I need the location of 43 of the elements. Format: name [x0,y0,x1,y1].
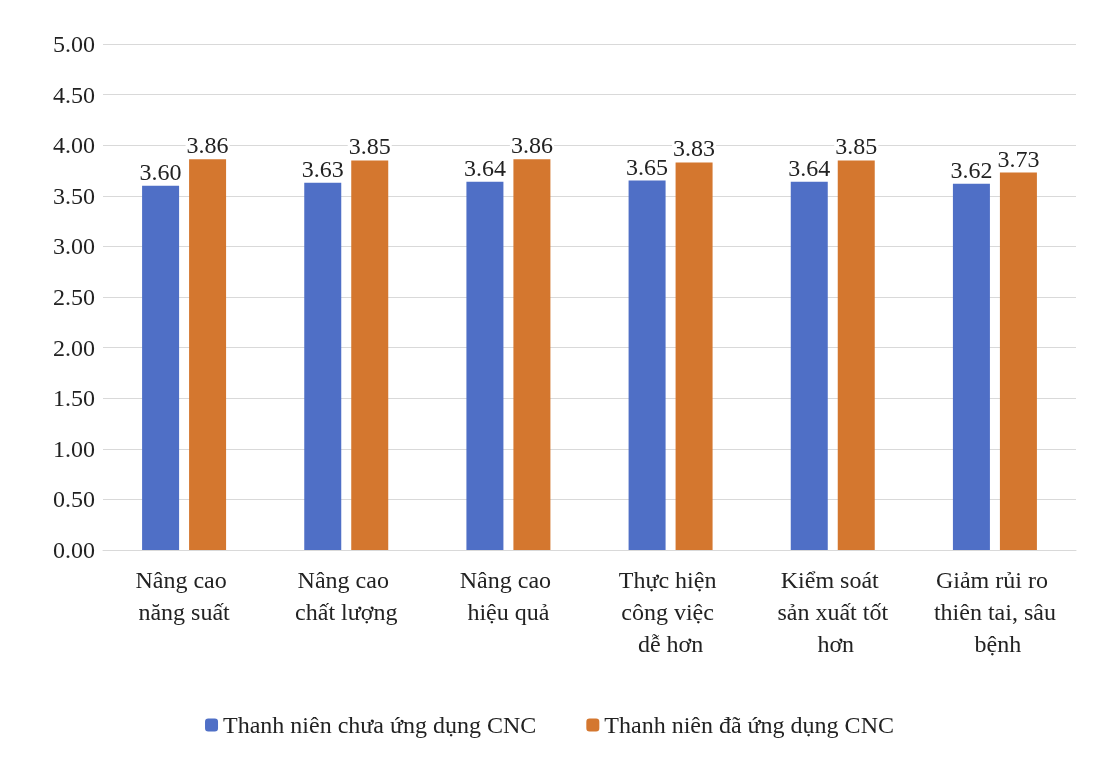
y-tick-label: 3.00 [53,233,95,260]
y-tick-label: 3.50 [53,182,95,209]
data-label: 3.85 [348,133,391,160]
data-label: 3.62 [950,156,993,183]
data-label: 3.65 [626,153,669,180]
x-tick-label: Nâng cao năng suất [135,567,233,625]
bar [142,185,180,550]
y-tick-label: 1.00 [53,435,95,462]
bar [304,182,342,550]
y-tick-label: 0.00 [53,537,95,563]
y-tick-label: 0.50 [53,486,95,513]
bar [999,172,1037,550]
data-label: 3.64 [463,154,506,181]
data-label: 3.86 [186,132,229,159]
y-tick-label: 4.00 [53,132,95,159]
y-tick-label: 5.00 [53,31,95,57]
x-tick-label: Giảm rủi ro thiên tai, sâu bệnh [933,567,1056,657]
legend-label: Thanh niên đã ứng dụng CNC [604,712,894,738]
y-tick-label: 2.00 [53,334,95,361]
x-tick-label: Nâng cao hiệu quả [459,567,558,625]
bar [628,180,666,550]
legend-label: Thanh niên chưa ứng dụng CNC [223,712,537,738]
data-label: 3.85 [835,133,878,160]
y-tick-label: 1.50 [53,385,95,412]
bar [466,181,504,550]
data-label: 3.73 [997,145,1040,172]
bar [351,160,389,550]
x-tick-label: Nâng cao chất lượng [295,567,398,625]
y-tick-label: 4.50 [53,81,95,108]
data-label: 3.64 [788,154,831,181]
bar [675,162,713,550]
bar [189,159,227,550]
data-label: 3.63 [301,155,344,182]
x-tick-label: Thực hiện công việc dễ hơn [618,567,723,657]
bar [837,160,875,550]
bar [952,183,990,550]
x-tick-label: Kiểm soát sản xuất tốt hơn [777,567,889,657]
data-label: 3.60 [139,158,182,185]
data-label: 3.83 [673,135,716,162]
y-tick-label: 2.50 [53,284,95,310]
bar [790,181,828,550]
data-label: 3.86 [510,132,553,159]
bar [513,159,551,550]
